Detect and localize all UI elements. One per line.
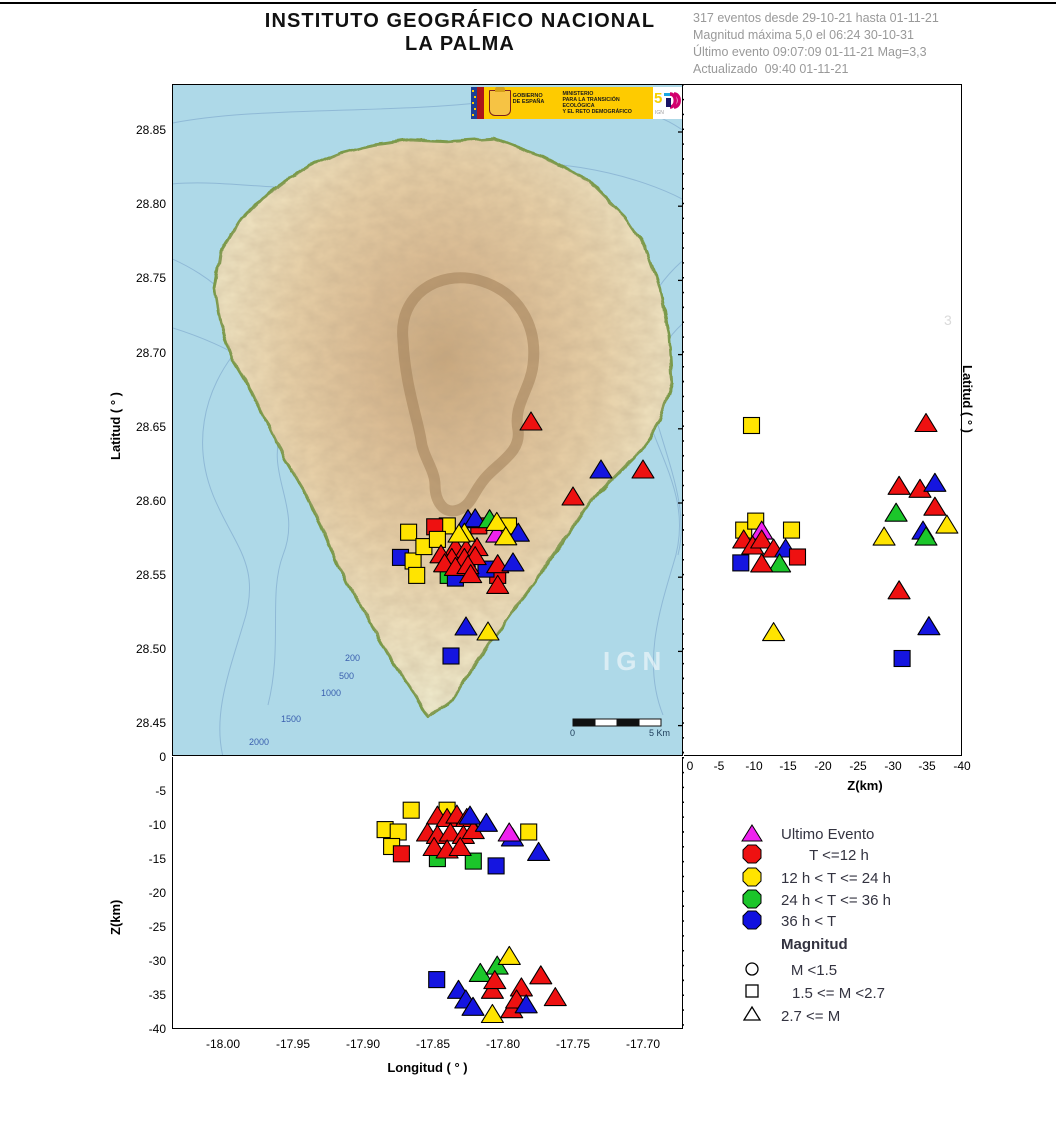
svg-text:M <1.5: M <1.5: [791, 962, 837, 979]
svg-text:Magnitud: Magnitud: [781, 936, 848, 953]
svg-text:Ultimo Evento: Ultimo Evento: [781, 826, 874, 843]
svg-text:500: 500: [339, 671, 354, 681]
svg-text:1500: 1500: [281, 714, 301, 724]
svg-text:12 h < T <= 24 h: 12 h < T <= 24 h: [781, 870, 891, 887]
svg-text:5 Km: 5 Km: [649, 728, 670, 738]
svg-text:T <=12 h: T <=12 h: [809, 847, 869, 864]
svg-text:24 h < T <= 36 h: 24 h < T <= 36 h: [781, 892, 891, 909]
svg-text:1.5 <= M <2.7: 1.5 <= M <2.7: [792, 985, 885, 1002]
svg-text:2.7 <= M: 2.7 <= M: [781, 1008, 840, 1025]
svg-text:IGN: IGN: [655, 110, 664, 116]
svg-text:5: 5: [654, 90, 662, 107]
svg-text:IGN: IGN: [603, 646, 667, 676]
svg-text:1000: 1000: [321, 688, 341, 698]
svg-text:200: 200: [345, 653, 360, 663]
svg-text:2000: 2000: [249, 737, 269, 747]
svg-text:36 h < T: 36 h < T: [781, 913, 836, 930]
svg-text:0: 0: [570, 728, 575, 738]
